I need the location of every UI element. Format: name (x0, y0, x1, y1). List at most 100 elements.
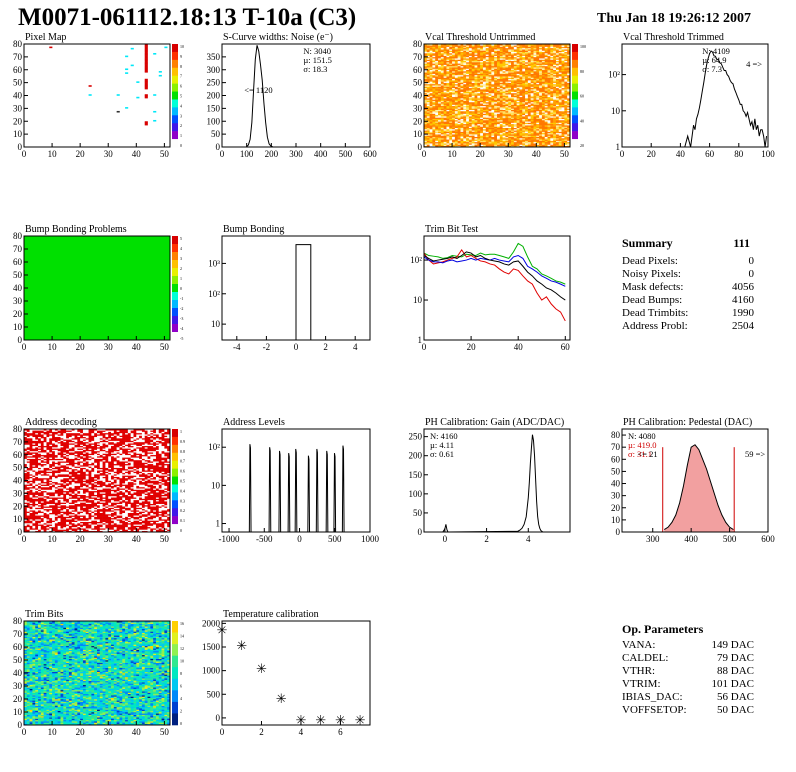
heatmap-cell (555, 59, 560, 62)
heatmap-cell (502, 98, 506, 100)
heatmap-cell (457, 98, 461, 100)
heatmap-cell (454, 86, 458, 89)
palette-swatch (572, 91, 578, 100)
heatmap-cell (438, 141, 442, 144)
heatmap-cell (435, 81, 439, 83)
heatmap-cell (429, 135, 433, 137)
heatmap-cell (536, 73, 540, 76)
heatmap-cell (536, 116, 540, 118)
heatmap-cell (485, 116, 489, 118)
heatmap-cell (547, 119, 551, 122)
y-tick-label: 10 (13, 322, 23, 332)
heatmap-cell (567, 91, 571, 94)
heatmap-cell (424, 144, 428, 147)
heatmap-cell (426, 127, 430, 130)
heatmap-cell (424, 69, 428, 72)
heatmap-cell (561, 91, 565, 94)
heatmap-cell (550, 135, 554, 137)
heatmap-cell (426, 99, 430, 101)
heatmap-cell (547, 46, 551, 49)
heatmap-cell (497, 46, 501, 49)
heatmap-cell (482, 91, 487, 94)
heatmap-cell (494, 72, 498, 74)
heatmap-cell (454, 117, 458, 119)
heatmap-cell (544, 125, 548, 127)
heatmap-cell (505, 47, 509, 50)
y-tick-label: 40 (13, 283, 23, 293)
heatmap-cell (522, 86, 526, 89)
heatmap-cell (494, 65, 498, 68)
heatmap-cell (136, 81, 140, 83)
heatmap-cell (505, 125, 509, 127)
heatmap-cell (26, 465, 30, 467)
heatmap-cell (516, 91, 520, 94)
heatmap-cell (164, 46, 168, 49)
heatmap-cell (35, 454, 39, 457)
heatmap-cell (452, 80, 456, 82)
heatmap-cell (541, 132, 546, 135)
heatmap-cell (488, 69, 492, 72)
heatmap-cell (561, 69, 565, 72)
heatmap-cell (435, 137, 439, 140)
heatmap-cell (522, 44, 526, 46)
heatmap-cell (24, 430, 28, 432)
heatmap-cell (527, 80, 531, 82)
heatmap-cell (38, 507, 42, 510)
heatmap-cell (522, 67, 526, 69)
heatmap-cell (432, 130, 436, 132)
heatmap-cell (508, 131, 512, 134)
heatmap-cell (488, 55, 492, 58)
heatmap-cell (539, 58, 543, 60)
heatmap-cell (438, 96, 442, 99)
heatmap-cell (530, 76, 534, 78)
heatmap-cell (429, 116, 433, 118)
heatmap-cell (544, 143, 548, 145)
heatmap-cell (432, 98, 436, 100)
heatmap-cell (454, 114, 458, 117)
heatmap-cell (525, 128, 529, 131)
heatmap-cell (26, 439, 30, 441)
heatmap-cell (454, 49, 458, 51)
heatmap-cell (480, 98, 484, 100)
heatmap-cell (564, 100, 568, 103)
heatmap-cell (24, 519, 28, 521)
heatmap-cell (550, 125, 554, 127)
heatmap-cell (502, 59, 506, 62)
heatmap-cell (38, 430, 42, 432)
heatmap-cell (443, 46, 447, 49)
heatmap-cell (471, 82, 475, 85)
heatmap-cell (558, 65, 562, 68)
heatmap-cell (38, 450, 42, 453)
heatmap-cell (564, 123, 568, 126)
heatmap-cell (555, 123, 560, 126)
heatmap-cell (567, 135, 571, 137)
heatmap-cell (443, 109, 447, 112)
heatmap-cell (452, 99, 456, 101)
heatmap-cell (536, 83, 540, 86)
heatmap-cell (516, 46, 520, 49)
heatmap-cell (429, 50, 433, 53)
heatmap-cell (513, 126, 517, 128)
heatmap-cell (460, 123, 464, 126)
heatmap-cell (555, 82, 560, 85)
heatmap-cell (567, 87, 571, 90)
heatmap-cell (474, 82, 478, 85)
heatmap-cell (443, 112, 447, 114)
heatmap-cell (38, 501, 42, 503)
heatmap-cell (519, 96, 523, 99)
heatmap-cell (516, 80, 520, 82)
heatmap-cell (519, 118, 523, 121)
heatmap-cell (491, 96, 495, 99)
heatmap-cell (452, 87, 456, 90)
heatmap-cell (463, 119, 467, 122)
heatmap-cell (499, 64, 503, 67)
x-tick-label: 0 (620, 149, 625, 159)
heatmap-cell (424, 134, 428, 136)
heatmap-cell (426, 121, 430, 123)
heatmap-cell (502, 143, 506, 145)
heatmap-cell (530, 119, 534, 122)
heatmap-cell (527, 95, 531, 98)
palette-swatch (172, 131, 178, 140)
heatmap-cell (471, 56, 475, 59)
heatmap-cell (536, 131, 540, 134)
